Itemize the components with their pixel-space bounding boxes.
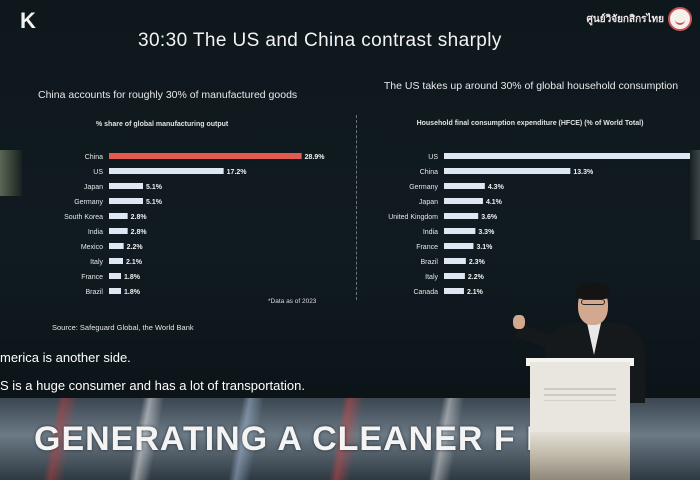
kresearch-logo: ศูนย์วิจัยกสิกรไทย [587, 6, 692, 32]
category-label: Japan [419, 199, 438, 206]
value-label: 2.1% [467, 289, 484, 296]
category-label: US [428, 154, 438, 161]
category-label: China [420, 169, 438, 176]
bar [444, 183, 485, 189]
podium-print [544, 388, 616, 416]
value-label: 2.2% [468, 274, 485, 281]
category-label: France [416, 244, 438, 251]
category-label: India [88, 229, 103, 236]
right-subtitle: The US takes up around 30% of global hou… [383, 80, 679, 92]
bar [444, 153, 690, 159]
value-label: 28.9% [305, 154, 326, 161]
value-label: 1.8% [124, 274, 141, 281]
value-label: 3.6% [481, 214, 498, 221]
bar [109, 258, 123, 264]
bar [444, 228, 476, 234]
value-label: 5.1% [146, 184, 163, 191]
category-label: United Kingdom [388, 214, 438, 221]
caption-line-2: S is a huge consumer and has a lot of tr… [0, 378, 305, 393]
left-subtitle: China accounts for roughly 30% of manufa… [38, 89, 298, 101]
kasikorn-logo: K [10, 8, 58, 38]
bar [444, 198, 483, 204]
category-label: Mexico [81, 244, 103, 251]
value-label: 5.1% [146, 199, 163, 206]
slide-title: 30:30 The US and China contrast sharply [138, 30, 502, 51]
category-label: China [85, 154, 103, 161]
bar [109, 288, 121, 294]
category-label: Germany [74, 199, 103, 206]
value-label: 2.2% [127, 244, 144, 251]
category-label: Brazil [420, 259, 438, 266]
bar [444, 258, 466, 264]
seal-icon [668, 7, 692, 31]
category-label: Brazil [85, 289, 103, 296]
banner-text: GENERATING A CLEANER F RE [34, 420, 576, 458]
consumption-share-chart: US28.9%China13.3%Germany4.3%Japan4.1%Uni… [388, 153, 690, 296]
value-label: 13.3% [573, 169, 594, 176]
data-note: *Data as of 2023 [268, 298, 317, 305]
value-label: 3.1% [476, 244, 493, 251]
category-label: Japan [84, 184, 103, 191]
value-label: 3.3% [478, 229, 495, 236]
manufacturing-share-chart: China 28.9% US 17.2% Japan 5.1% Germany 5.1% Sou… [64, 153, 326, 296]
logo-letter: K [20, 8, 36, 33]
bar [109, 273, 121, 279]
bar [444, 273, 465, 279]
bar [109, 153, 302, 159]
category-label: India [423, 229, 438, 236]
podium-graphic [530, 432, 630, 480]
value-label: 17.2% [227, 169, 248, 176]
caption-line-1: merica is another side. [0, 350, 131, 365]
left-chart-title: % share of global manufacturing output [96, 121, 229, 128]
value-label: 2.1% [126, 259, 143, 266]
bar [109, 183, 143, 189]
value-label: 2.8% [131, 229, 148, 236]
value-label: 4.1% [486, 199, 503, 206]
bar [109, 228, 128, 234]
screen-edge-right [690, 150, 700, 240]
presentation-screen: K ศูนย์วิจัยกสิกรไทย 30:30 The US and Ch… [0, 0, 700, 400]
category-label: US [93, 169, 103, 176]
value-label: 2.3% [469, 259, 486, 266]
category-label: France [81, 274, 103, 281]
bar [109, 198, 143, 204]
bar [444, 243, 474, 249]
value-label: 1.8% [124, 289, 141, 296]
category-label: South Korea [64, 214, 103, 221]
value-label: 4.3% [488, 184, 505, 191]
value-label: 2.8% [131, 214, 148, 221]
speaker-hand [513, 315, 525, 329]
source-text: Source: Safeguard Global, the World Bank [52, 323, 194, 332]
bar [109, 243, 124, 249]
right-chart-title: Household final consumption expenditure … [416, 120, 644, 127]
bar [109, 213, 128, 219]
bar [444, 168, 571, 174]
category-label: Germany [409, 184, 438, 191]
speaker-glasses [581, 299, 605, 305]
bar [444, 213, 479, 219]
podium [530, 362, 630, 480]
screen-edge-left [0, 150, 22, 196]
category-label: Italy [425, 274, 438, 281]
category-label: Canada [413, 289, 438, 296]
category-label: Italy [90, 259, 103, 266]
bar [109, 168, 224, 174]
logo-thai-text: ศูนย์วิจัยกสิกรไทย [586, 13, 664, 25]
chart-divider [356, 115, 357, 300]
bar [444, 288, 464, 294]
speaker-hair [576, 283, 610, 299]
